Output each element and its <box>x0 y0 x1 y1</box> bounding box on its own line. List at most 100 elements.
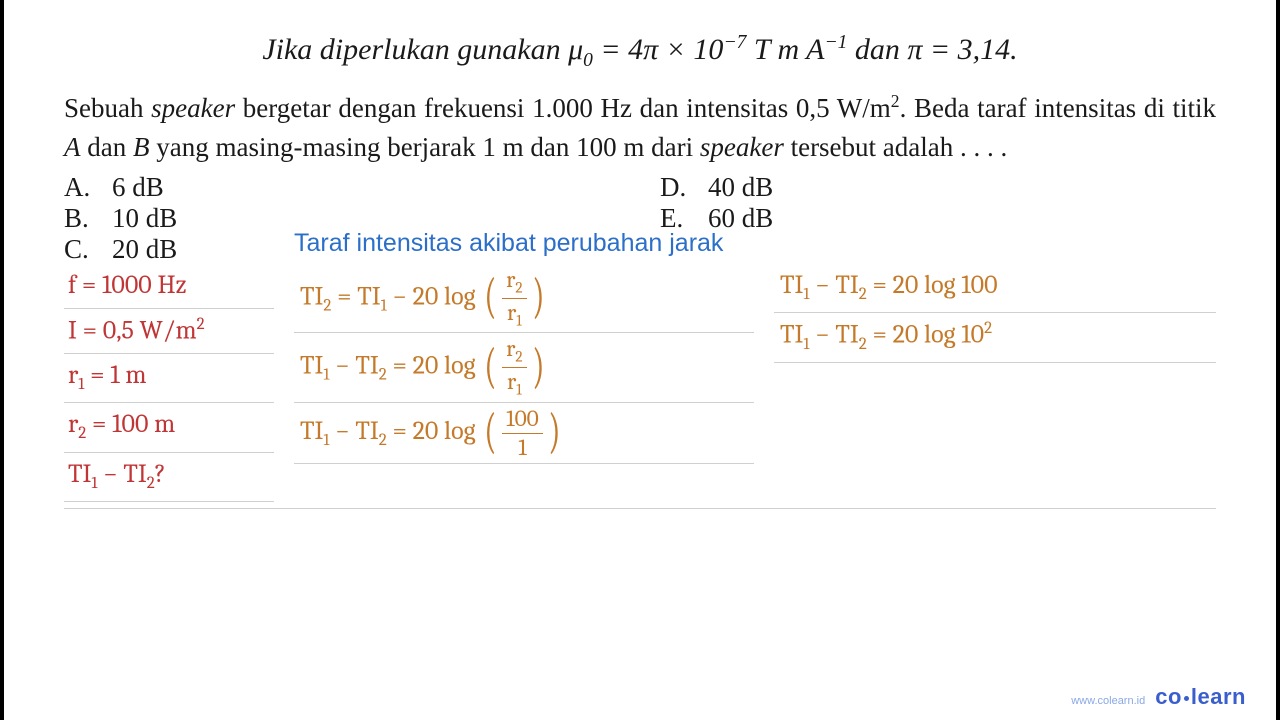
derivation-column: TI2 = TI1 − 20 log (r2r1) TI1 − TI2 = 20… <box>294 264 754 502</box>
brand-learn: learn <box>1191 684 1246 709</box>
w3-fd: 1 <box>514 434 530 459</box>
w2-b: − TI <box>330 351 379 381</box>
q-A: A <box>64 132 81 162</box>
brand-footer: www.colearn.id colearn <box>1071 684 1246 710</box>
opt-a-letter: A. <box>64 172 94 203</box>
given-I-pre: I = 0,5 W/m <box>68 315 197 345</box>
brand-co: co <box>1155 684 1182 709</box>
result-column: TI1 − TI2 = 20 log 100 TI1 − TI2 = 20 lo… <box>774 264 1216 502</box>
brand-url: www.colearn.id <box>1071 695 1145 707</box>
w3-paren: (1001) <box>481 407 563 459</box>
w3-c: = 20 log <box>387 416 481 446</box>
headline-unit-exp: −1 <box>824 32 847 53</box>
paren-left-3: ( <box>485 413 497 453</box>
q-p5: yang masing-masing berjarak 1 m dan 100 … <box>149 132 699 162</box>
r2-post: = 100 m <box>86 409 175 439</box>
qv-s2: 2 <box>147 474 155 493</box>
paren-right: ) <box>532 278 544 318</box>
rr2-bs: 2 <box>859 335 867 354</box>
w1-fd: r1 <box>503 299 526 329</box>
rr1-bs: 2 <box>859 285 867 304</box>
headline-and: dan π = 3,14. <box>847 33 1017 66</box>
q-speaker: speaker <box>151 93 235 123</box>
w1-b: = TI <box>331 281 380 311</box>
opt-c-letter: C. <box>64 234 94 265</box>
q-p4: dan <box>81 132 133 162</box>
given-r2: r2 = 100 m <box>64 403 274 452</box>
w3-fn: 100 <box>502 407 543 433</box>
paren-right-3: ) <box>548 413 560 453</box>
w1-fd-a: r <box>507 299 516 326</box>
w2-frac: r2r1 <box>502 337 526 398</box>
w2-fn: r2 <box>502 337 526 368</box>
mu: μ <box>568 33 583 66</box>
headline-unit: T m A <box>746 33 824 66</box>
q-p2: bergetar dengan frekuensi 1.000 Hz dan i… <box>235 93 891 123</box>
w2-fn-s: 2 <box>515 348 522 366</box>
w3-bs: 2 <box>379 431 387 450</box>
paren-right-2: ) <box>532 348 544 388</box>
option-a: A. 6 dB <box>64 172 620 203</box>
qv-mid: − TI <box>98 459 147 489</box>
q-p1: Sebuah <box>64 93 151 123</box>
work-area: f = 1000 Hz I = 0,5 W/m2 r1 = 1 m r2 = 1… <box>64 264 1216 502</box>
w2-fn-a: r <box>506 335 515 362</box>
q-p6: tersebut adalah . . . . <box>784 132 1007 162</box>
w2-fd: r1 <box>503 368 526 398</box>
w1-paren: (r2r1) <box>481 268 547 329</box>
w1-fn: r2 <box>502 268 526 299</box>
paren-left: ( <box>485 278 497 318</box>
opt-d-letter: D. <box>660 172 690 203</box>
opt-b-value: 10 dB <box>112 203 177 234</box>
headline-pre: Jika diperlukan gunakan <box>262 33 568 66</box>
w1-c: − 20 log <box>387 281 481 311</box>
result-line-2: TI1 − TI2 = 20 log 102 <box>774 313 1216 363</box>
w1-fn-s: 2 <box>515 278 522 296</box>
rr1-c: = 20 log 100 <box>867 270 998 300</box>
work-line-2: TI1 − TI2 = 20 log (r2r1) <box>294 333 754 403</box>
result-line-1: TI1 − TI2 = 20 log 100 <box>774 264 1216 313</box>
r1-pre: r <box>68 360 78 390</box>
brand-dot-icon <box>1184 696 1189 701</box>
headline-formula: Jika diperlukan gunakan μ0 = 4π × 10−7 T… <box>64 30 1216 89</box>
question-text: Sebuah speaker bergetar dengan frekuensi… <box>64 89 1216 167</box>
option-d: D. 40 dB <box>660 172 1216 203</box>
q-p3: . Beda taraf intensitas di titik <box>900 93 1216 123</box>
given-question: TI1 − TI2? <box>64 453 274 502</box>
w2-paren: (r2r1) <box>481 337 547 398</box>
w1-a: TI <box>300 281 323 311</box>
rr1-a: TI <box>780 270 803 300</box>
w1-fn-a: r <box>506 266 515 293</box>
rr2-c: = 20 log 10 <box>867 319 984 349</box>
opt-b-letter: B. <box>64 203 94 234</box>
r2-pre: r <box>68 409 78 439</box>
work-line-1: TI 2 = TI 1 − 20 log (r2r1) <box>294 264 754 334</box>
given-I-exp: 2 <box>197 315 205 334</box>
opt-d-value: 40 dB <box>708 172 773 203</box>
w1-frac: r2r1 <box>502 268 526 329</box>
paren-left-2: ( <box>485 348 497 388</box>
w3-a: TI <box>300 416 323 446</box>
w2-fd-a: r <box>507 368 516 395</box>
q-speaker2: speaker <box>700 132 784 162</box>
w2-a: TI <box>300 351 323 381</box>
given-f: f = 1000 Hz <box>64 264 274 309</box>
w2-c: = 20 log <box>387 351 481 381</box>
work-line-3: TI 1 − TI2 = 20 log (1001) <box>294 403 754 464</box>
rr2-b: − TI <box>810 319 859 349</box>
headline-eq: = 4π × 10 <box>593 33 724 66</box>
w3-b: − TI <box>330 416 379 446</box>
brand-logo: colearn <box>1155 684 1246 710</box>
q-B: B <box>133 132 150 162</box>
w1-fd-s: 1 <box>516 311 522 329</box>
qv-end: ? <box>155 459 166 489</box>
opt-c-value: 20 dB <box>112 234 177 265</box>
given-I: I = 0,5 W/m2 <box>64 309 274 355</box>
opt-a-value: 6 dB <box>112 172 164 203</box>
w3-frac: 1001 <box>502 407 543 459</box>
given-f-text: f = 1000 Hz <box>68 270 187 300</box>
option-e: E.60 dB <box>660 203 1216 234</box>
r1-post: = 1 m <box>84 360 146 390</box>
q-sq: 2 <box>891 91 900 111</box>
mu-sub: 0 <box>583 50 593 71</box>
